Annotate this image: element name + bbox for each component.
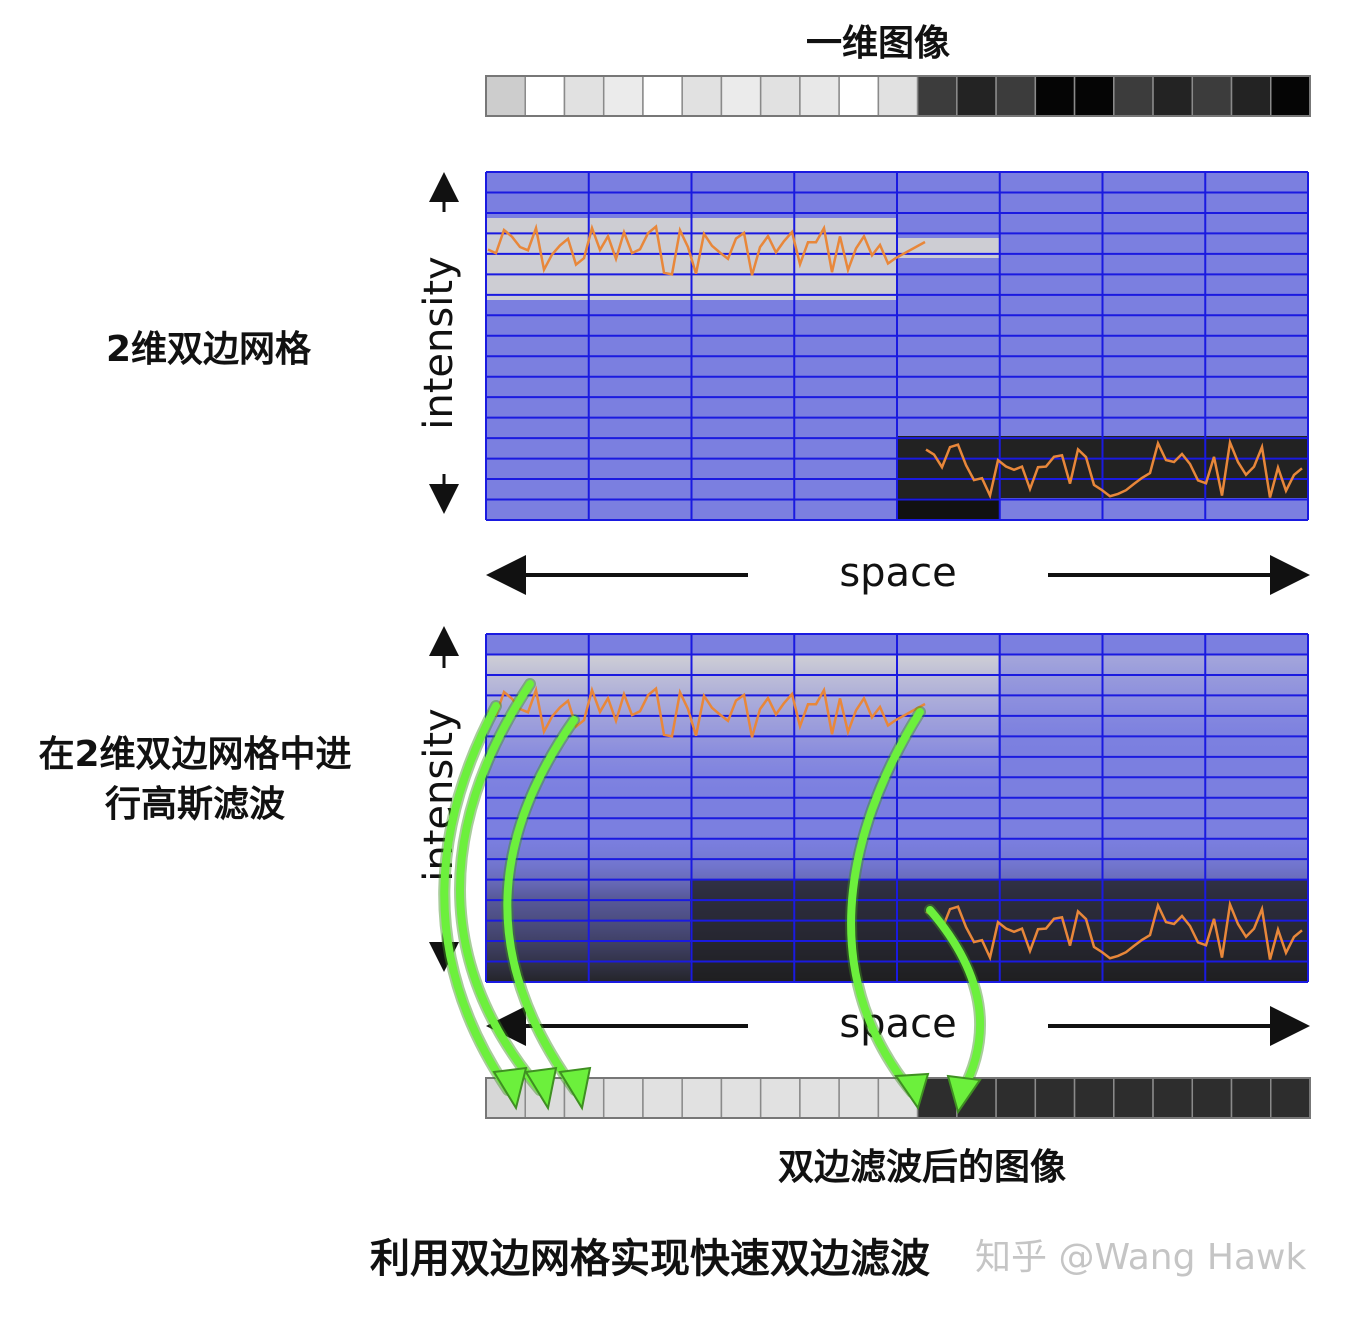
filtered-1d-image-strip: [485, 1077, 1311, 1119]
slice-arrow-4: [847, 708, 924, 1096]
original-pixel-cell: [799, 75, 840, 117]
intensity-label-bottom: intensity: [416, 708, 462, 881]
slice-arrow-3: [503, 716, 579, 1094]
original-pixel-cell: [1230, 75, 1272, 117]
original-pixel-cell: [1034, 75, 1076, 117]
slice-arrow-2: [456, 680, 544, 1094]
gaussian-filter-label: 在2维双边网格中进 行高斯滤波: [10, 730, 380, 830]
slice-arrow-1: [440, 702, 512, 1094]
original-pixel-cell: [1073, 75, 1115, 117]
filtered-pixel-cell: [799, 1077, 840, 1119]
filtered-pixel-cell: [602, 1077, 644, 1119]
original-pixel-cell: [524, 75, 566, 117]
filtered-image-label: 双边滤波后的图像: [778, 1147, 1067, 1188]
bilateral-grid-blurred: [485, 633, 1309, 983]
original-pixel-cell: [877, 75, 919, 117]
original-pixel-cell: [1152, 75, 1194, 117]
filtered-pixel-cell: [1034, 1077, 1076, 1119]
original-pixel-cell: [995, 75, 1037, 117]
filtered-pixel-cell: [720, 1077, 762, 1119]
original-pixel-cell: [1113, 75, 1154, 117]
original-pixel-cell: [759, 75, 801, 117]
intensity-label-top: intensity: [416, 256, 462, 429]
original-image-title: 一维图像: [806, 23, 951, 64]
filtered-pixel-cell: [1113, 1077, 1154, 1119]
filtered-pixel-cell: [1230, 1077, 1272, 1119]
original-pixel-cell: [1191, 75, 1233, 117]
filtered-pixel-cell: [995, 1077, 1037, 1119]
signal-bright-blurred: [487, 685, 926, 738]
original-pixel-cell: [1270, 75, 1311, 117]
signal-dark-top: [925, 437, 1303, 500]
filtered-pixel-cell: [681, 1077, 723, 1119]
gaussian-filter-label-line2: 行高斯滤波: [104, 784, 285, 825]
original-pixel-cell: [956, 75, 997, 117]
grid-top-dark-cell-edge: [896, 498, 999, 520]
original-pixel-cell: [838, 75, 880, 117]
grid-blurred-lines: [485, 633, 1309, 983]
bilateral-grid-top: [485, 171, 1309, 521]
filtered-pixel-cell: [642, 1077, 683, 1119]
signal-dark-blurred: [925, 899, 1303, 962]
original-pixel-cell: [681, 75, 723, 117]
space-axis-top: space: [486, 550, 1310, 596]
original-pixel-cell: [602, 75, 644, 117]
filtered-pixel-cell: [1270, 1077, 1311, 1119]
space-label-bottom: space: [839, 1001, 956, 1047]
signal-bright-top: [487, 223, 926, 276]
original-pixel-cell: [916, 75, 958, 117]
space-label-top: space: [839, 550, 956, 596]
filtered-pixel-cell: [1073, 1077, 1115, 1119]
filtered-pixel-cell: [1152, 1077, 1194, 1119]
filtered-pixel-cell: [838, 1077, 880, 1119]
gaussian-filter-label-line1: 在2维双边网格中进: [38, 734, 352, 775]
space-axis-bottom: space: [486, 1001, 1310, 1047]
intensity-axis-top: intensity: [416, 172, 462, 514]
bilateral-grid-label: 2维双边网格: [106, 329, 312, 370]
grid-blurred-bright-fade-right: [998, 654, 1308, 754]
figure-caption: 利用双边网格实现快速双边滤波: [370, 1236, 930, 1282]
original-pixel-cell: [720, 75, 762, 117]
original-pixel-cell: [485, 75, 526, 117]
original-pixel-cell: [563, 75, 605, 117]
slice-arrow-5: [926, 906, 985, 1096]
grid-top-lines: [485, 171, 1309, 521]
filtered-pixel-cell: [759, 1077, 801, 1119]
zhihu-watermark: 知乎 @Wang Hawk: [975, 1237, 1307, 1278]
filtered-pixel-cell: [1191, 1077, 1233, 1119]
original-pixel-cell: [642, 75, 683, 117]
original-1d-image-strip: [485, 75, 1311, 117]
slicing-arrows: [438, 678, 987, 1115]
grid-top-bright-cell-edge: [896, 238, 999, 258]
